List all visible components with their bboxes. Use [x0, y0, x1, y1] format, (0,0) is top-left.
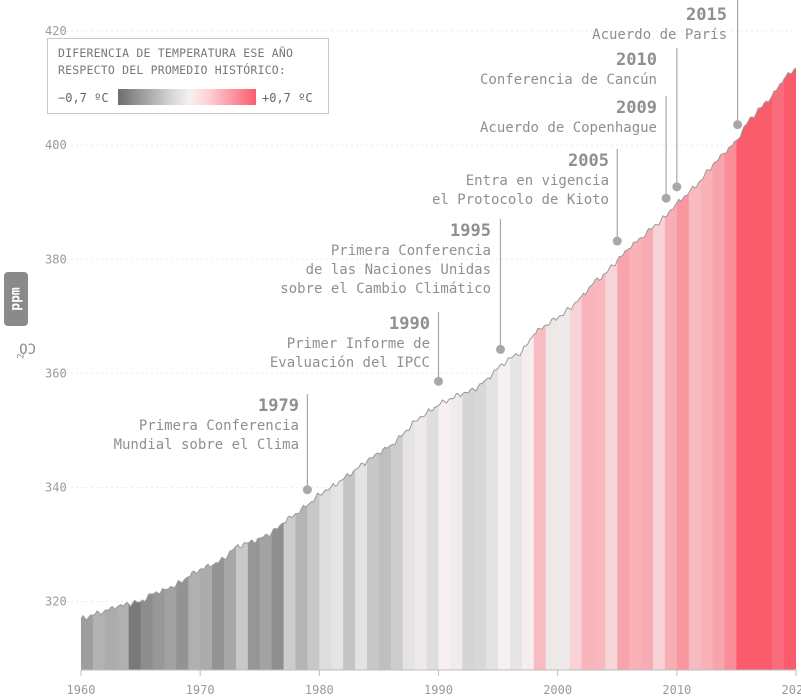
temperature-band-2010 — [676, 68, 690, 670]
annotation-year: 1979 — [258, 396, 299, 416]
annotation-text: Primera Conferencia — [139, 418, 299, 434]
y-tick-label: 400 — [45, 138, 67, 152]
temperature-band-2015 — [736, 68, 749, 670]
annotation-year: 2009 — [616, 98, 657, 118]
y-tick-label: 420 — [45, 24, 67, 38]
x-axis: 1960 1970 1980 1990 2000 2010 2020 — [67, 669, 801, 697]
legend-title-line1: DIFERENCIA DE TEMPERATURA ESE AÑO — [58, 46, 294, 60]
x-tick-label: 2010 — [662, 683, 691, 697]
temperature-band-1992 — [462, 68, 475, 670]
temperature-band-2018 — [772, 68, 785, 670]
annotation-dot — [733, 120, 743, 130]
annotation-text: Entra en vigencia — [466, 173, 609, 189]
annotation-year: 1990 — [389, 314, 430, 334]
temperature-band-2017 — [760, 68, 773, 670]
annotation-2015: 2015 Acuerdo de París — [592, 0, 743, 130]
legend-min-label: −0,7 ºC — [58, 91, 109, 105]
y-axis-unit: ppm — [8, 287, 24, 311]
temperature-band-2013 — [712, 68, 726, 670]
temperature-band-1996 — [510, 68, 523, 670]
y-axis-title: CO 2 — [6, 336, 37, 376]
annotation-year: 2005 — [568, 151, 609, 171]
y-tick-label: 320 — [45, 595, 67, 609]
temperature-band-2002 — [581, 68, 595, 670]
y-tick-label: 380 — [45, 252, 67, 266]
annotation-2005: 2005 Entra en vigencia el Protocolo de Kio… — [432, 149, 622, 246]
y-tick-label: 340 — [45, 480, 67, 494]
annotation-text: Acuerdo de París — [592, 27, 727, 43]
temperature-band-1991 — [450, 68, 463, 670]
annotation-year: 1995 — [450, 221, 491, 241]
annotation-text: Evaluación del IPCC — [270, 355, 430, 371]
x-tick-label: 1990 — [424, 683, 453, 697]
temperature-band-1999 — [545, 68, 559, 670]
annotation-text: de las Naciones Unidas — [306, 262, 491, 278]
y-tick-label: 360 — [45, 366, 67, 380]
temperature-legend: DIFERENCIA DE TEMPERATURA ESE AÑO RESPECT… — [47, 38, 329, 114]
legend-title-line2: RESPECTO DEL PROMEDIO HISTÓRICO: — [58, 63, 286, 77]
co2-line — [80, 67, 797, 621]
annotation-year: 2015 — [686, 5, 727, 25]
annotation-1990: 1990 Primer Informe de Evaluación del IPCC — [270, 312, 443, 386]
annotation-text: sobre el Cambio Climático — [280, 281, 491, 297]
temperature-band-2009 — [664, 68, 678, 670]
y-axis-unit-badge: ppm — [4, 272, 28, 326]
annotation-text: Primer Informe de — [287, 336, 430, 352]
temperature-band-2011 — [688, 68, 702, 670]
temperature-band-1993 — [474, 68, 487, 670]
annotation-dot — [672, 182, 682, 192]
temperature-band-2016 — [748, 68, 761, 670]
temperature-band-1998 — [533, 68, 547, 670]
temperature-band-2003 — [593, 68, 606, 670]
legend-color-scale — [118, 89, 256, 105]
annotation-dot — [661, 193, 671, 203]
co2-series-line — [80, 67, 797, 621]
x-tick-label: 1970 — [186, 683, 215, 697]
temperature-band-1990 — [438, 68, 452, 670]
annotation-2010: 2010 Conferencia de Cancún — [480, 48, 682, 192]
annotation-2009: 2009 Acuerdo de Copenhague — [480, 96, 671, 203]
annotation-dot — [302, 485, 312, 495]
annotation-1979: 1979 Primera Conferencia Mundial sobre el … — [114, 394, 312, 495]
temperature-band-2001 — [569, 68, 583, 670]
temperature-band-1994 — [486, 68, 499, 670]
x-tick-label: 2020 — [782, 683, 801, 697]
annotation-dot — [495, 344, 505, 354]
temperature-band-2000 — [557, 68, 571, 670]
annotation-text: el Protocolo de Kioto — [432, 192, 609, 208]
legend-max-label: +0,7 ºC — [262, 91, 313, 105]
annotation-year: 2010 — [616, 50, 657, 70]
annotation-text: Conferencia de Cancún — [480, 72, 657, 88]
x-tick-label: 2000 — [543, 683, 572, 697]
temperature-band-2014 — [724, 68, 738, 670]
x-tick-label: 1960 — [67, 683, 96, 697]
temperature-band-1997 — [521, 68, 535, 670]
temperature-band-2019 — [784, 68, 796, 670]
annotation-text: Primera Conferencia — [331, 243, 491, 259]
x-tick-label: 1980 — [305, 683, 334, 697]
annotation-dot — [612, 236, 622, 246]
annotation-dot — [434, 376, 443, 386]
legend-title: DIFERENCIA DE TEMPERATURA ESE AÑO RESPECT… — [58, 45, 293, 79]
annotations: 1979 Primera Conferencia Mundial sobre el … — [114, 0, 743, 495]
y-axis: 320 340 360 380 400 420 — [45, 24, 67, 608]
annotation-1995: 1995 Primera Conferencia de las Naciones U… — [280, 219, 505, 354]
annotation-text: Acuerdo de Copenhague — [480, 120, 657, 136]
temperature-band-2012 — [700, 68, 714, 670]
y-axis-name: CO 2 — [16, 339, 37, 359]
annotation-text: Mundial sobre el Clima — [114, 437, 299, 453]
